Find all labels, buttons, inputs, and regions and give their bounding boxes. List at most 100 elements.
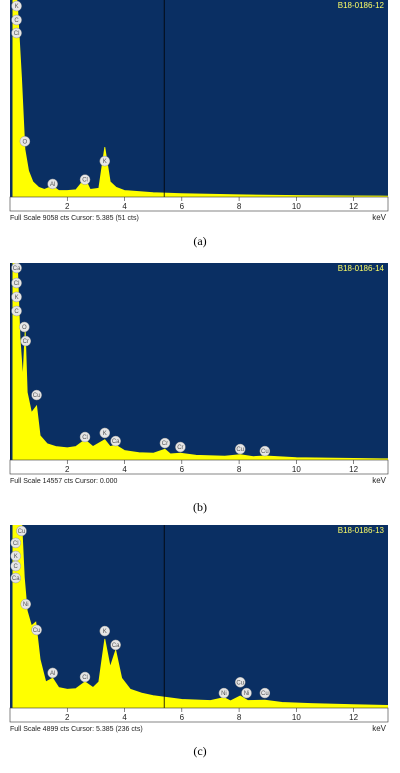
peak-label-badge [218, 687, 230, 699]
plot: K C Cl O Al Cl K [11, 0, 388, 197]
x-tick-label: 2 [65, 713, 70, 722]
peak-label-badge [10, 537, 21, 549]
peak-label: Ca [13, 266, 21, 272]
peak-label: K [103, 629, 107, 635]
x-tick-label: 12 [349, 202, 358, 211]
peak-label-badge [10, 560, 21, 572]
peak-label: Al [50, 182, 55, 188]
peak-label-badge [11, 14, 22, 26]
x-tick-label: 6 [180, 202, 185, 211]
caption: (a) [193, 234, 206, 248]
peak-label: K [103, 159, 107, 165]
x-tick-label: 6 [180, 713, 185, 722]
peak-label-badge [241, 687, 252, 699]
peak-label: O [22, 325, 27, 331]
x-tick-label: 12 [349, 465, 358, 474]
peak-label: Cl [82, 178, 88, 184]
x-tick-label: 4 [122, 202, 127, 211]
peak-label-badge [47, 178, 58, 190]
peak-label-badge [110, 639, 121, 651]
x-tick-label: 2 [65, 465, 70, 474]
peak-label: Cu [33, 628, 41, 634]
peak-label-badge [79, 174, 91, 185]
peak-label-badge [11, 263, 22, 274]
x-tick-label: 6 [180, 465, 185, 474]
caption: (b) [193, 500, 207, 514]
peak-label: Cl [14, 31, 20, 37]
peak-label-badge [259, 687, 271, 699]
peak-label-badge [11, 277, 22, 289]
peak-label-badge [79, 671, 91, 683]
peak-label: Ni [244, 691, 250, 697]
peak-label-badge [11, 27, 22, 39]
peak-label-badge [175, 441, 186, 453]
axis-strip [9, 459, 389, 475]
plot-background [10, 263, 388, 460]
x-tick-label: 10 [292, 465, 301, 474]
caption: (c) [193, 744, 206, 758]
peak-label: Cl [14, 281, 20, 287]
peak-label-badge [79, 431, 91, 443]
peak-label: Cu [33, 393, 41, 399]
plot-background [10, 525, 388, 708]
peak-label: Ca [112, 643, 120, 649]
sample-id: B18-0186-12 [338, 1, 385, 10]
peak-label-badge [259, 445, 271, 457]
peak-label: K [103, 431, 107, 437]
peak-label: K [14, 554, 18, 560]
footer: Full Scale 4899 cts Cursor: 5.385 (236 c… [10, 726, 143, 733]
peak-label: Cl [13, 541, 19, 547]
peak-label: Cr [177, 445, 183, 451]
peak-label: Ni [23, 602, 29, 608]
peak-label-badge [31, 389, 42, 401]
peak-label-badge [20, 598, 31, 610]
peak-label: C [14, 564, 19, 570]
peak-label: K [15, 4, 19, 10]
peak-label: Cu [261, 691, 269, 697]
x-tick-label: 2 [65, 202, 70, 211]
peak-label: Cu [18, 529, 26, 535]
peak-label-badge [234, 443, 246, 455]
x-tick-label: 8 [237, 202, 242, 211]
peak-label: Cu [236, 680, 244, 686]
peak-label: Al [50, 671, 55, 677]
peak-label: C [14, 18, 19, 24]
x-tick-label: 10 [292, 713, 301, 722]
peak-label: C [14, 309, 19, 315]
x-tick-label: 4 [122, 465, 127, 474]
peak-label: K [15, 295, 19, 301]
peak-label-badge [11, 305, 22, 317]
peak-label-badge [110, 435, 121, 447]
axis-strip [9, 707, 389, 723]
x-tick-label: 8 [237, 465, 242, 474]
peak-label: Ca [12, 576, 20, 582]
peak-label-badge [16, 525, 27, 537]
peak-label-badge [234, 676, 246, 688]
peak-label: Cu [236, 447, 244, 453]
peak-label-badge [19, 136, 31, 147]
footer: Full Scale 14557 cts Cursor: 0.000 [10, 478, 117, 485]
peak-label-badge [99, 427, 111, 439]
peak-label: Ca [112, 439, 120, 445]
x-axis-label: keV [372, 724, 386, 733]
peak-label: Cl [82, 435, 88, 441]
plot-background [10, 0, 388, 197]
peak-label: Cr [23, 339, 29, 345]
sample-id: B18-0186-14 [338, 264, 385, 273]
peak-label: Ni [221, 691, 227, 697]
peak-label-badge [20, 335, 31, 347]
peak-label: O [23, 139, 28, 145]
x-tick-label: 8 [237, 713, 242, 722]
footer: Full Scale 9058 cts Cursor: 5.385 (51 ct… [10, 215, 139, 222]
spectrum [12, 263, 388, 460]
peak-label-badge [31, 624, 42, 636]
peak-label-badge [99, 625, 111, 637]
peak-label-badge [10, 572, 21, 584]
peak-label: Cr [162, 441, 168, 447]
peak-label: Cu [261, 449, 269, 455]
axis-strip [9, 196, 389, 212]
x-tick-label: 12 [349, 713, 358, 722]
peak-label-badge [159, 437, 171, 449]
peak-label-badge [47, 667, 58, 679]
